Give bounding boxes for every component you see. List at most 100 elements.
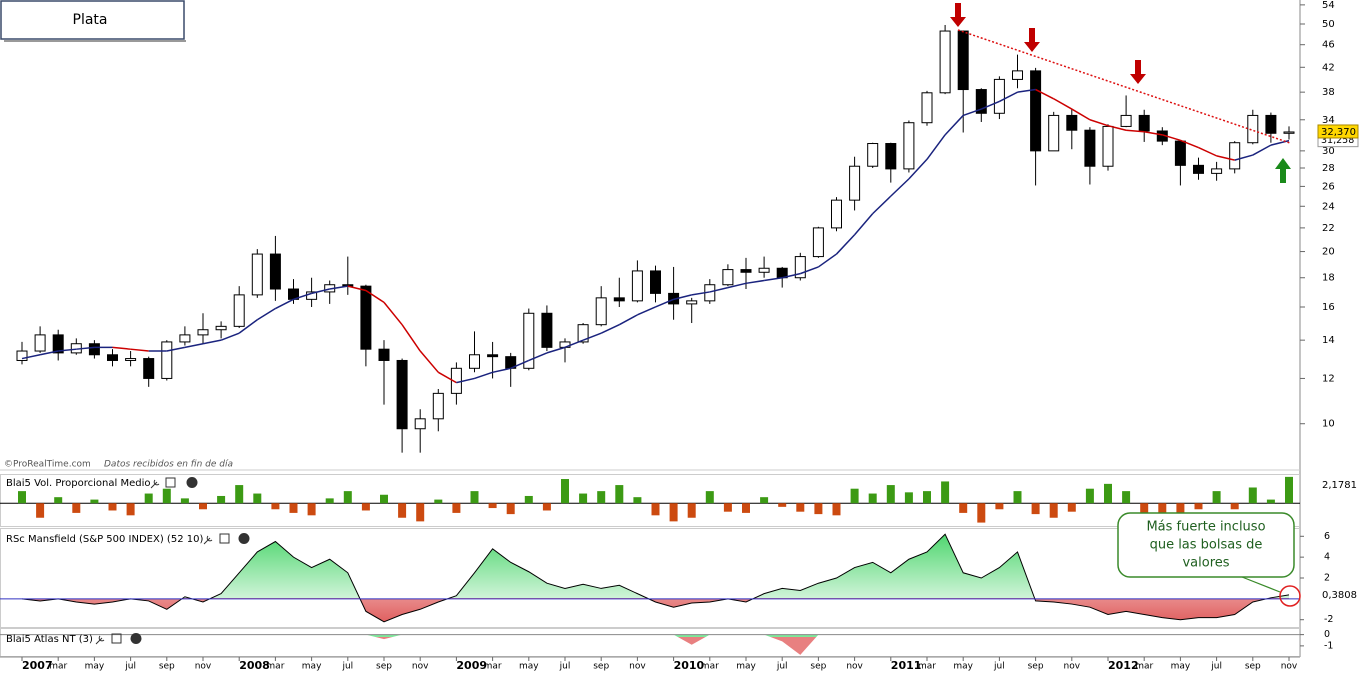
moving-average — [1144, 131, 1163, 136]
moving-average — [872, 195, 892, 215]
candle-body — [414, 418, 426, 430]
candle-body — [34, 334, 46, 352]
bar — [995, 503, 1004, 510]
bar — [597, 491, 606, 504]
x-tick-label: may — [519, 662, 539, 672]
moving-average — [76, 346, 95, 350]
bar — [723, 503, 732, 512]
settings-icon[interactable] — [150, 479, 160, 489]
bar — [1104, 483, 1112, 504]
bar — [235, 485, 244, 504]
bar — [561, 479, 569, 504]
window-icon[interactable] — [165, 477, 176, 488]
candle-body — [269, 253, 281, 290]
candle-body — [885, 143, 897, 170]
moving-average — [1162, 134, 1181, 142]
close-icon[interactable] — [186, 477, 198, 488]
settings-icon[interactable] — [95, 635, 105, 645]
candle-body — [52, 334, 64, 354]
moving-average — [184, 342, 204, 349]
x-tick-label: may — [953, 662, 973, 672]
price-label: 32,370 — [1321, 127, 1356, 138]
x-tick-label: jul — [993, 662, 1005, 672]
bar — [416, 503, 425, 522]
bar — [343, 491, 352, 504]
window-icon[interactable] — [111, 633, 122, 644]
moving-average — [474, 371, 493, 380]
bar — [126, 503, 135, 516]
moving-average — [329, 285, 348, 290]
panel-title: RSc Mansfield (S&P 500 INDEX) (52 10) — [6, 534, 203, 545]
moving-average — [238, 319, 258, 334]
moving-average — [1180, 139, 1199, 149]
moving-average — [981, 100, 1000, 110]
moving-average — [926, 134, 946, 160]
moving-average — [564, 339, 584, 349]
moving-average — [365, 289, 385, 304]
moving-average — [655, 298, 674, 308]
candle-body — [1012, 70, 1023, 80]
title: Plata — [73, 12, 108, 28]
bar — [760, 497, 769, 504]
candle-body — [432, 392, 444, 420]
candle-body — [396, 359, 408, 430]
moving-average — [944, 114, 964, 136]
x-tick-label: mar — [701, 662, 719, 672]
price-label-box — [1317, 124, 1359, 139]
bar — [1158, 503, 1167, 518]
y-tick-label: 30 — [1322, 146, 1335, 157]
x-tick-label: mar — [484, 662, 502, 672]
close-icon[interactable] — [130, 633, 142, 644]
red-arrow — [1130, 60, 1146, 84]
y-tick-label: 42 — [1322, 62, 1335, 73]
area-positive — [183, 534, 1289, 598]
x-tick-label: 2012 — [1108, 659, 1139, 672]
moving-average — [401, 324, 421, 352]
bar — [1230, 503, 1239, 510]
y-tick-label: 12 — [1322, 373, 1335, 384]
moving-average — [383, 301, 403, 326]
bar — [579, 493, 588, 504]
bar — [778, 503, 787, 507]
ma-label: 31,258 — [1321, 135, 1354, 146]
candle-body — [1211, 168, 1223, 174]
candle-body — [939, 30, 951, 94]
candle-body — [993, 78, 1005, 114]
window-icon[interactable] — [219, 533, 230, 544]
bar — [488, 503, 497, 509]
x-tick-label: jul — [776, 662, 788, 672]
candle-body — [740, 269, 752, 273]
panel-title: Blai5 Vol. Proporcional Medio — [6, 478, 150, 489]
moving-average — [962, 108, 982, 117]
y-tick-label: -1 — [1324, 640, 1333, 651]
x-tick-label: nov — [1064, 662, 1081, 672]
close-icon[interactable] — [238, 533, 250, 544]
y-tick-label: 0 — [1324, 629, 1330, 640]
x-tick-label: may — [302, 662, 322, 672]
settings-icon[interactable] — [203, 535, 213, 545]
moving-average — [618, 314, 638, 326]
x-tick-label: 2008 — [239, 659, 270, 672]
note: Datos recibidos en fin de día — [104, 460, 233, 470]
moving-average — [456, 377, 475, 384]
candle-body — [342, 284, 354, 287]
bar — [542, 503, 551, 511]
bar — [108, 503, 117, 511]
candle-body — [794, 256, 806, 279]
moving-average — [311, 288, 330, 295]
bar — [162, 488, 171, 504]
bar — [452, 503, 461, 513]
candle-body — [903, 122, 915, 170]
y-tick-label: 50 — [1322, 19, 1335, 30]
red-arrow — [950, 3, 966, 27]
moving-average — [745, 279, 765, 285]
bar — [506, 503, 515, 515]
candle-body — [1048, 114, 1060, 152]
callout-text: Más fuerte incluso — [1146, 520, 1265, 535]
moving-average — [220, 332, 240, 341]
moving-average — [1126, 129, 1145, 133]
moving-average — [1089, 119, 1109, 127]
bar — [651, 503, 660, 516]
panel-frame — [0, 474, 1300, 527]
moving-average — [492, 367, 511, 374]
